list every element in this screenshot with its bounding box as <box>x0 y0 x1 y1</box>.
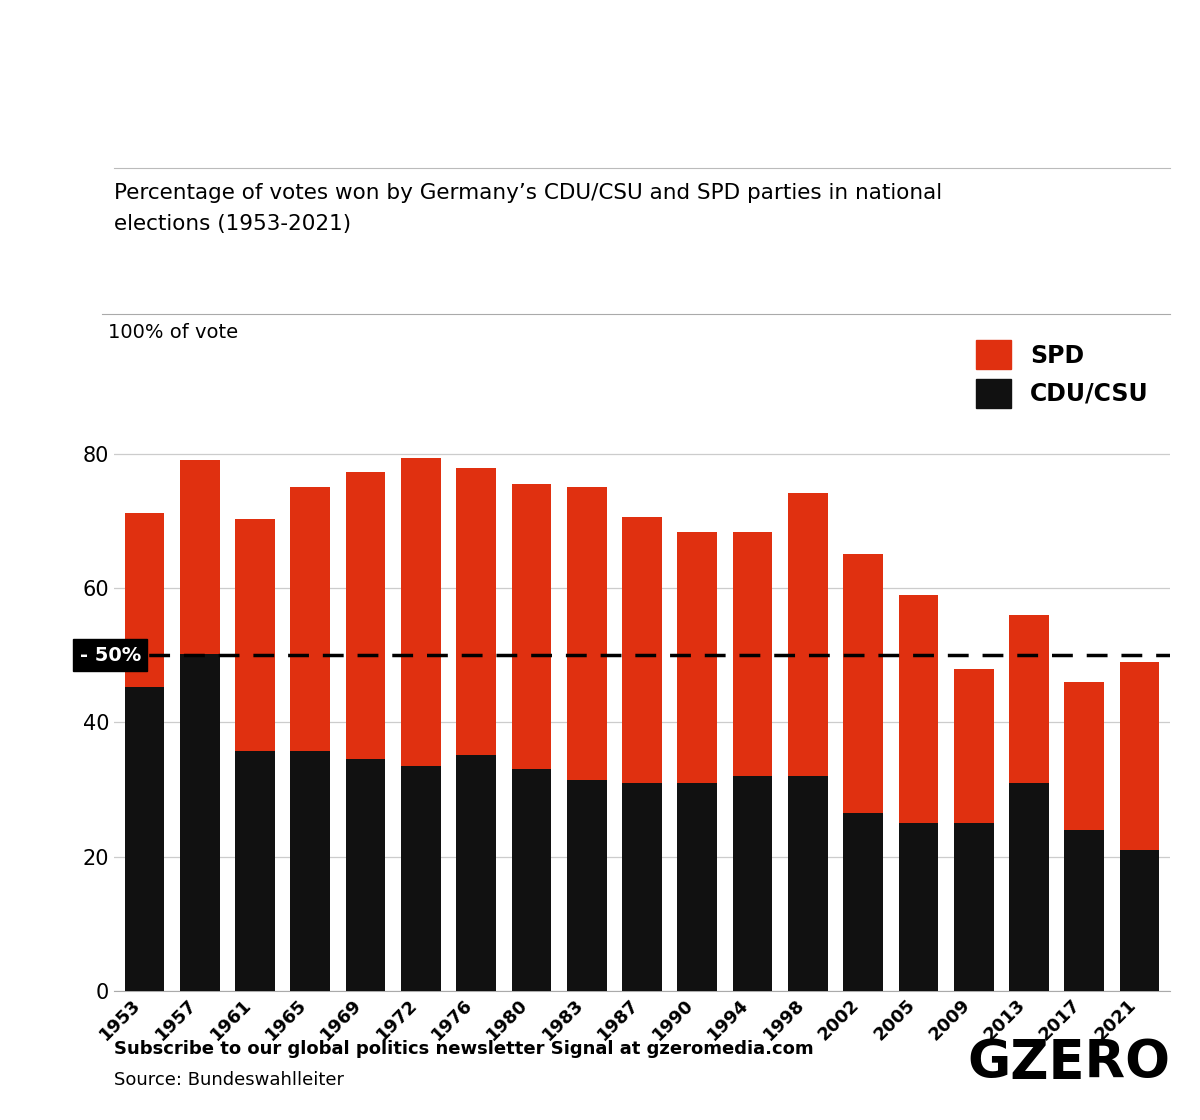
Bar <box>1064 682 1104 830</box>
Bar <box>180 460 220 654</box>
Text: - 50%: - 50% <box>79 646 140 664</box>
Bar <box>235 519 275 750</box>
Bar <box>346 473 385 759</box>
Legend: SPD, CDU/CSU: SPD, CDU/CSU <box>966 332 1158 417</box>
Bar <box>290 486 330 750</box>
Bar <box>622 517 662 783</box>
Bar <box>1009 615 1049 783</box>
Bar <box>401 458 440 766</box>
Text: elections (1953-2021): elections (1953-2021) <box>114 214 352 234</box>
Bar <box>1064 830 1104 991</box>
Bar <box>1009 783 1049 991</box>
Bar <box>125 513 164 688</box>
Bar <box>899 595 938 823</box>
Bar <box>1120 850 1159 991</box>
Bar <box>788 493 828 776</box>
Bar <box>511 769 551 991</box>
Bar <box>954 669 994 823</box>
Bar <box>677 532 718 783</box>
Bar <box>844 813 883 991</box>
Bar <box>511 484 551 769</box>
Bar <box>566 487 607 780</box>
Bar <box>844 554 883 813</box>
Text: Germany’s fading establishment parties: Germany’s fading establishment parties <box>30 47 1200 115</box>
Bar <box>401 766 440 991</box>
Text: 100% of vote: 100% of vote <box>108 323 238 342</box>
Bar <box>1120 662 1159 850</box>
Bar <box>456 468 496 755</box>
Text: Subscribe to our global politics newsletter Signal at gzeromedia.com: Subscribe to our global politics newslet… <box>114 1040 814 1058</box>
Bar <box>566 780 607 991</box>
Bar <box>456 755 496 991</box>
Bar <box>733 776 773 991</box>
Bar <box>346 759 385 991</box>
Bar <box>622 783 662 991</box>
Bar <box>125 688 164 991</box>
Text: GZERO: GZERO <box>967 1037 1170 1089</box>
Bar <box>235 750 275 991</box>
Bar <box>788 776 828 991</box>
Bar <box>733 532 773 776</box>
Bar <box>954 823 994 991</box>
Bar <box>899 823 938 991</box>
Bar <box>180 654 220 991</box>
Bar <box>677 783 718 991</box>
Text: Source: Bundeswahlleiter: Source: Bundeswahlleiter <box>114 1071 344 1089</box>
Text: Percentage of votes won by Germany’s CDU/CSU and SPD parties in national: Percentage of votes won by Germany’s CDU… <box>114 183 942 203</box>
Bar <box>290 750 330 991</box>
